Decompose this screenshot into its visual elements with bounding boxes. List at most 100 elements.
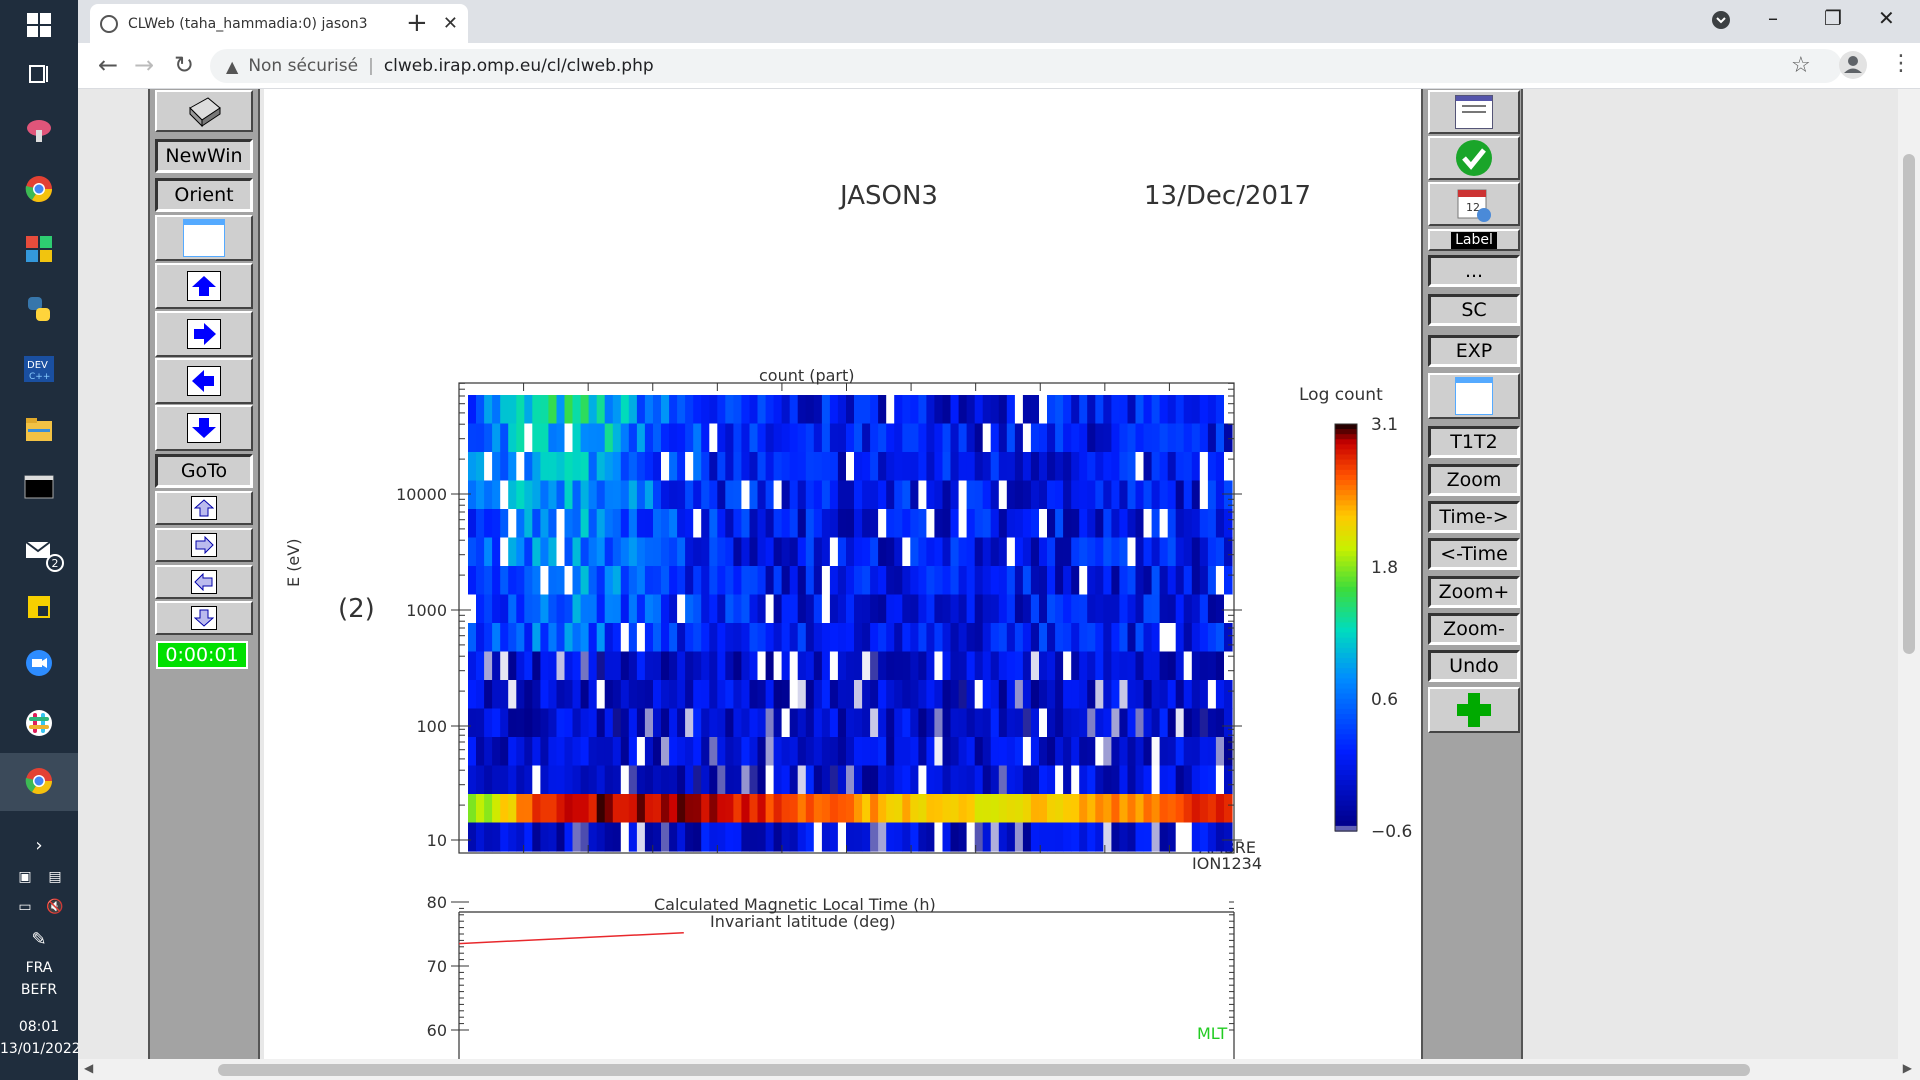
back-arrow-icon[interactable]: ← — [98, 51, 119, 79]
heatmap-cell — [701, 794, 710, 824]
heatmap-cell — [1183, 737, 1193, 767]
heatmap-cell — [1039, 822, 1048, 852]
sc-button[interactable]: SC — [1428, 294, 1520, 326]
profile-avatar-icon[interactable] — [1838, 50, 1868, 86]
chevron-right-icon[interactable]: › — [35, 834, 43, 856]
newwin-button[interactable]: NewWin — [155, 139, 253, 173]
window-close-icon[interactable]: ✕ — [1878, 6, 1895, 30]
step-up-button[interactable] — [155, 491, 253, 525]
move-left-button[interactable] — [155, 358, 253, 404]
tab-close-icon[interactable]: ✕ — [442, 13, 458, 34]
horizontal-scrollbar[interactable]: ◀ ▶ — [78, 1059, 1920, 1080]
browser-menu-icon[interactable]: ⋮ — [1890, 51, 1912, 76]
heatmap-cell — [628, 480, 638, 510]
step-right-button[interactable] — [155, 528, 253, 562]
print-button[interactable] — [155, 90, 253, 132]
panel-list-button[interactable] — [1428, 90, 1520, 134]
windows-start-icon[interactable] — [20, 6, 58, 44]
heatmap-cell — [1159, 452, 1169, 482]
tray-keyboard-layout[interactable]: BEFR — [20, 982, 58, 998]
undo-button[interactable]: Undo — [1428, 650, 1520, 682]
sticky-notes-icon[interactable] — [20, 588, 58, 626]
browser-tab[interactable]: CLWeb (taha_hammadia:0) jason3 ✕ — [90, 4, 468, 43]
new-tab-icon[interactable]: + — [406, 8, 428, 38]
tab-search-icon[interactable] — [1711, 10, 1731, 35]
reload-icon[interactable]: ↻ — [174, 51, 195, 79]
step-down-button[interactable] — [155, 601, 253, 635]
scroll-right-icon[interactable]: ▶ — [1902, 1061, 1912, 1075]
devcpp-icon[interactable]: DEV C++ — [20, 350, 58, 388]
move-up-button[interactable] — [155, 263, 253, 309]
device-icon[interactable]: ▤ — [48, 869, 62, 885]
chrome-icon[interactable] — [20, 170, 58, 208]
mail-icon[interactable]: 2 — [20, 530, 64, 572]
calendar-button[interactable]: 12 — [1428, 182, 1520, 226]
more-button[interactable]: ... — [1428, 255, 1520, 287]
heatmap-cell — [1215, 680, 1225, 710]
label-button[interactable]: Label — [1428, 229, 1520, 251]
bookmark-star-icon[interactable]: ☆ — [1791, 53, 1811, 78]
tray-language[interactable]: FRA — [25, 960, 53, 976]
zoom-plus-button[interactable]: Zoom+ — [1428, 576, 1520, 608]
scroll-left-icon[interactable]: ◀ — [84, 1061, 94, 1075]
task-view-icon[interactable] — [20, 55, 58, 93]
chrome-active-icon[interactable] — [20, 762, 58, 800]
battery-icon[interactable]: ▭ — [18, 899, 32, 915]
time-back-button[interactable]: <-Time — [1428, 538, 1520, 570]
speaker-muted-icon[interactable]: 🔇 — [46, 899, 64, 915]
add-button[interactable] — [1428, 687, 1520, 733]
heatmap-cell — [1127, 708, 1137, 738]
address-bar[interactable]: ▲ Non sécurisé | clweb.irap.omp.eu/cl/cl… — [210, 49, 1842, 83]
vertical-scrollbar[interactable] — [1898, 89, 1920, 1059]
move-down-button[interactable] — [155, 405, 253, 451]
zoom-app-icon[interactable] — [20, 644, 58, 682]
move-right-button[interactable] — [155, 311, 253, 357]
forward-arrow-icon[interactable]: → — [134, 51, 155, 79]
vertical-scroll-thumb[interactable] — [1903, 154, 1915, 654]
horizontal-scroll-thumb[interactable] — [218, 1064, 1750, 1076]
pen-icon[interactable]: ✎ — [31, 928, 47, 950]
minimize-icon[interactable]: – — [1768, 6, 1778, 30]
tray-date[interactable]: 13/01/2022 — [0, 1041, 81, 1057]
terminal-icon[interactable] — [20, 468, 58, 506]
window-button[interactable] — [155, 215, 253, 261]
new-panel-button[interactable] — [1428, 373, 1520, 419]
url-text[interactable]: clweb.irap.omp.eu/cl/clweb.php — [383, 56, 654, 76]
zoom-minus-button[interactable]: Zoom- — [1428, 613, 1520, 645]
heatmap-cell — [564, 680, 574, 710]
heatmap-cell — [604, 423, 614, 453]
t1t2-button[interactable]: T1T2 — [1428, 426, 1520, 458]
restore-icon[interactable]: ❐ — [1824, 6, 1842, 30]
python-icon[interactable] — [20, 290, 58, 328]
plot-canvas[interactable]: JASON3 13/Dec/2017 count (part) E (eV) (… — [264, 89, 1426, 1059]
colorbar-segment — [1335, 429, 1357, 435]
orient-button[interactable]: Orient — [155, 178, 253, 212]
heatmap-cell — [902, 794, 911, 824]
zoom-button[interactable]: Zoom — [1428, 464, 1520, 496]
goto-button[interactable]: GoTo — [155, 454, 253, 488]
mushroom-app-icon[interactable] — [20, 112, 58, 150]
heatmap-cell — [846, 623, 855, 653]
heatmap-cell — [725, 423, 734, 453]
office-app-icon[interactable] — [20, 230, 58, 268]
warning-icon[interactable]: ▲ — [226, 56, 239, 76]
tray-time[interactable]: 08:01 — [18, 1019, 60, 1035]
heatmap-cell — [926, 822, 935, 852]
exp-button[interactable]: EXP — [1428, 335, 1520, 367]
step-left-button[interactable] — [155, 565, 253, 599]
validate-button[interactable] — [1428, 136, 1520, 180]
heatmap-cell — [958, 480, 968, 510]
security-label[interactable]: Non sécurisé — [248, 56, 359, 76]
heatmap-cell — [653, 594, 662, 624]
slack-icon[interactable] — [20, 704, 58, 742]
heatmap-cell — [588, 680, 598, 710]
heatmap-cell — [556, 765, 566, 795]
heatmap-cell — [1095, 623, 1104, 653]
heatmap-cell — [958, 623, 968, 653]
right-tool-panel: 12 Label ... SC EXP T1T2 Zoom Time-> <-T… — [1421, 89, 1523, 1059]
time-forward-button[interactable]: Time-> — [1428, 501, 1520, 533]
file-explorer-icon[interactable] — [20, 410, 58, 448]
heatmap-cell — [468, 737, 477, 767]
network-icon[interactable]: ▣ — [18, 869, 32, 885]
